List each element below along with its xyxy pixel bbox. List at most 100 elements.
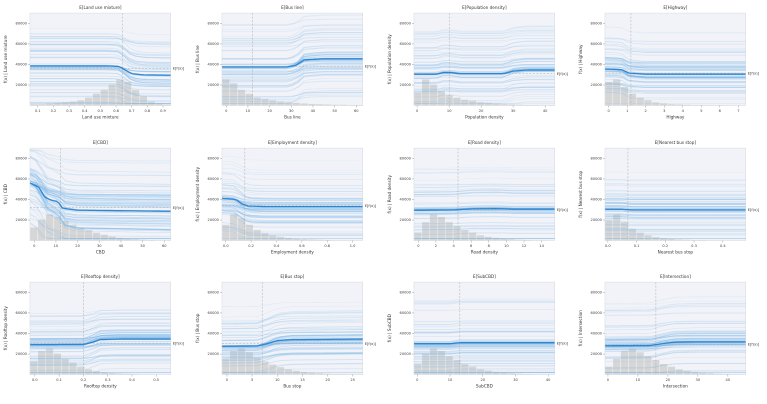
svg-text:20: 20 <box>480 378 485 382</box>
chart-canvas: 0.0 0.1 0.2 0.3 0.4 0.5 20000 40000 60000 80000 E[… <box>3 274 185 389</box>
chart-title: E[Bus stop] <box>280 274 304 279</box>
histogram <box>30 348 155 375</box>
plot-area <box>413 147 555 241</box>
svg-text:40000: 40000 <box>399 197 411 201</box>
x-axis: 0 10 20 30 40 <box>416 105 548 113</box>
histogram <box>222 348 363 375</box>
y-axis: 20000 40000 60000 80000 <box>207 291 222 357</box>
chart-canvas: 0 10 20 30 40 20000 40000 60000 80000 E[Populatio… <box>387 5 569 120</box>
plot-area <box>605 147 747 241</box>
svg-text:20000: 20000 <box>399 218 411 222</box>
efx-label: E[f(x)] <box>173 342 185 346</box>
y-axis-label: f(x) | CBD <box>3 184 8 204</box>
svg-text:80000: 80000 <box>207 22 219 26</box>
histogram <box>30 79 171 106</box>
plot-border <box>605 282 747 376</box>
chart-canvas: 0.0 0.1 0.2 0.3 0.4 20000 40000 60000 80000 E[Nea… <box>578 140 760 255</box>
x-axis: 0 10 20 30 40 50 60 <box>225 105 359 113</box>
chart-title: E[Population density] <box>462 5 507 10</box>
x-axis: 0.0 0.1 0.2 0.3 0.4 <box>605 240 727 248</box>
mean-line <box>221 58 363 68</box>
plot-area <box>413 13 555 106</box>
chart-title: E[Nearest bus stop] <box>655 140 697 145</box>
mean-line <box>605 341 747 347</box>
efx-label: E[f(x)] <box>748 71 760 75</box>
svg-text:10: 10 <box>245 109 250 113</box>
mean-line <box>221 338 363 348</box>
efx-label: E[f(x)] <box>365 203 377 207</box>
pdp-chart-8: 0.0 0.1 0.2 0.3 0.4 0.5 20000 40000 60000 80000 E[… <box>0 269 192 404</box>
svg-text:40: 40 <box>545 378 550 382</box>
y-axis-label: f(x) | Bus line <box>195 45 200 73</box>
svg-text:60000: 60000 <box>399 177 411 181</box>
y-axis: 20000 40000 60000 80000 <box>591 291 606 357</box>
efx-label: E[f(x)] <box>173 206 185 210</box>
y-axis-label: f(x) | Bus stop <box>195 314 200 344</box>
svg-text:0.7: 0.7 <box>129 109 135 113</box>
svg-text:20: 20 <box>666 378 671 382</box>
svg-text:20000: 20000 <box>16 353 28 357</box>
svg-text:0.2: 0.2 <box>51 109 57 113</box>
svg-text:0: 0 <box>416 109 419 113</box>
x-axis-label: SubCBD <box>475 384 492 389</box>
plot-area <box>221 282 363 375</box>
plot-border <box>221 147 363 241</box>
svg-text:0: 0 <box>608 109 611 113</box>
svg-text:0.3: 0.3 <box>66 109 72 113</box>
svg-text:0: 0 <box>226 378 229 382</box>
histogram <box>413 348 547 375</box>
svg-text:0.5: 0.5 <box>153 378 159 382</box>
svg-text:10: 10 <box>446 109 451 113</box>
plot-border <box>605 147 747 241</box>
x-axis: 0 10 20 30 40 50 60 <box>33 240 167 248</box>
svg-text:6: 6 <box>470 244 473 248</box>
svg-text:0: 0 <box>33 244 36 248</box>
svg-text:20000: 20000 <box>591 218 603 222</box>
svg-text:60000: 60000 <box>207 177 219 181</box>
svg-text:0.3: 0.3 <box>105 378 111 382</box>
pdp-chart-9: 0 5 10 15 20 25 20000 40000 60000 80000 E[Bus stop… <box>192 269 384 404</box>
plot-border <box>413 147 555 241</box>
svg-text:80000: 80000 <box>399 291 411 295</box>
chart-title: E[Highway] <box>664 5 688 10</box>
plot-border <box>605 12 747 106</box>
svg-text:80000: 80000 <box>16 291 28 295</box>
chart-title: E[Rooftop density] <box>81 274 120 279</box>
svg-text:7: 7 <box>737 109 739 113</box>
pdp-chart-0: 0.1 0.2 0.3 0.4 0.5 0.6 0.7 0.8 0.9 20000 40000 600… <box>0 0 192 135</box>
plot-border <box>29 282 171 376</box>
efx-label: E[f(x)] <box>556 208 568 212</box>
svg-text:0.9: 0.9 <box>160 109 166 113</box>
svg-text:0.6: 0.6 <box>299 244 305 248</box>
svg-text:40: 40 <box>726 378 731 382</box>
x-axis-label: Road density <box>470 249 498 254</box>
plot-area <box>413 282 555 375</box>
chart-canvas: 0 1 2 3 4 5 6 7 20000 40000 60000 80000 E[Highway] Hi… <box>578 5 760 120</box>
x-axis-label: Land use mixture <box>82 115 119 120</box>
y-axis: 20000 40000 60000 80000 <box>399 291 414 357</box>
svg-text:80000: 80000 <box>207 156 219 160</box>
svg-text:0.8: 0.8 <box>144 109 150 113</box>
x-axis-label: Employment density <box>271 249 315 254</box>
plot-border <box>221 282 363 376</box>
svg-text:20000: 20000 <box>207 353 219 357</box>
svg-text:20000: 20000 <box>207 83 219 87</box>
svg-text:30: 30 <box>513 378 518 382</box>
chart-title: E[SubCBD] <box>472 274 495 279</box>
svg-text:40000: 40000 <box>399 332 411 336</box>
svg-text:4: 4 <box>682 109 685 113</box>
x-axis-label: Population density <box>465 115 504 120</box>
y-axis-label: f(x) | Rooftop density <box>3 306 8 351</box>
x-axis: 0 2 4 6 8 10 12 14 <box>417 240 544 248</box>
svg-text:3: 3 <box>663 109 665 113</box>
svg-text:0: 0 <box>225 109 228 113</box>
chart-title: E[CBD] <box>93 140 108 145</box>
svg-text:40000: 40000 <box>207 63 219 67</box>
svg-text:0.0: 0.0 <box>605 244 611 248</box>
svg-text:40: 40 <box>119 244 124 248</box>
svg-text:0: 0 <box>607 378 610 382</box>
pdp-chart-11: 0 10 20 30 40 20000 40000 60000 80000 E[Intersect… <box>575 269 767 404</box>
pdp-chart-2: 0 10 20 30 40 20000 40000 60000 80000 E[Populatio… <box>384 0 576 135</box>
y-axis: 20000 40000 60000 80000 <box>16 156 30 222</box>
y-axis: 20000 40000 60000 80000 <box>591 156 606 222</box>
